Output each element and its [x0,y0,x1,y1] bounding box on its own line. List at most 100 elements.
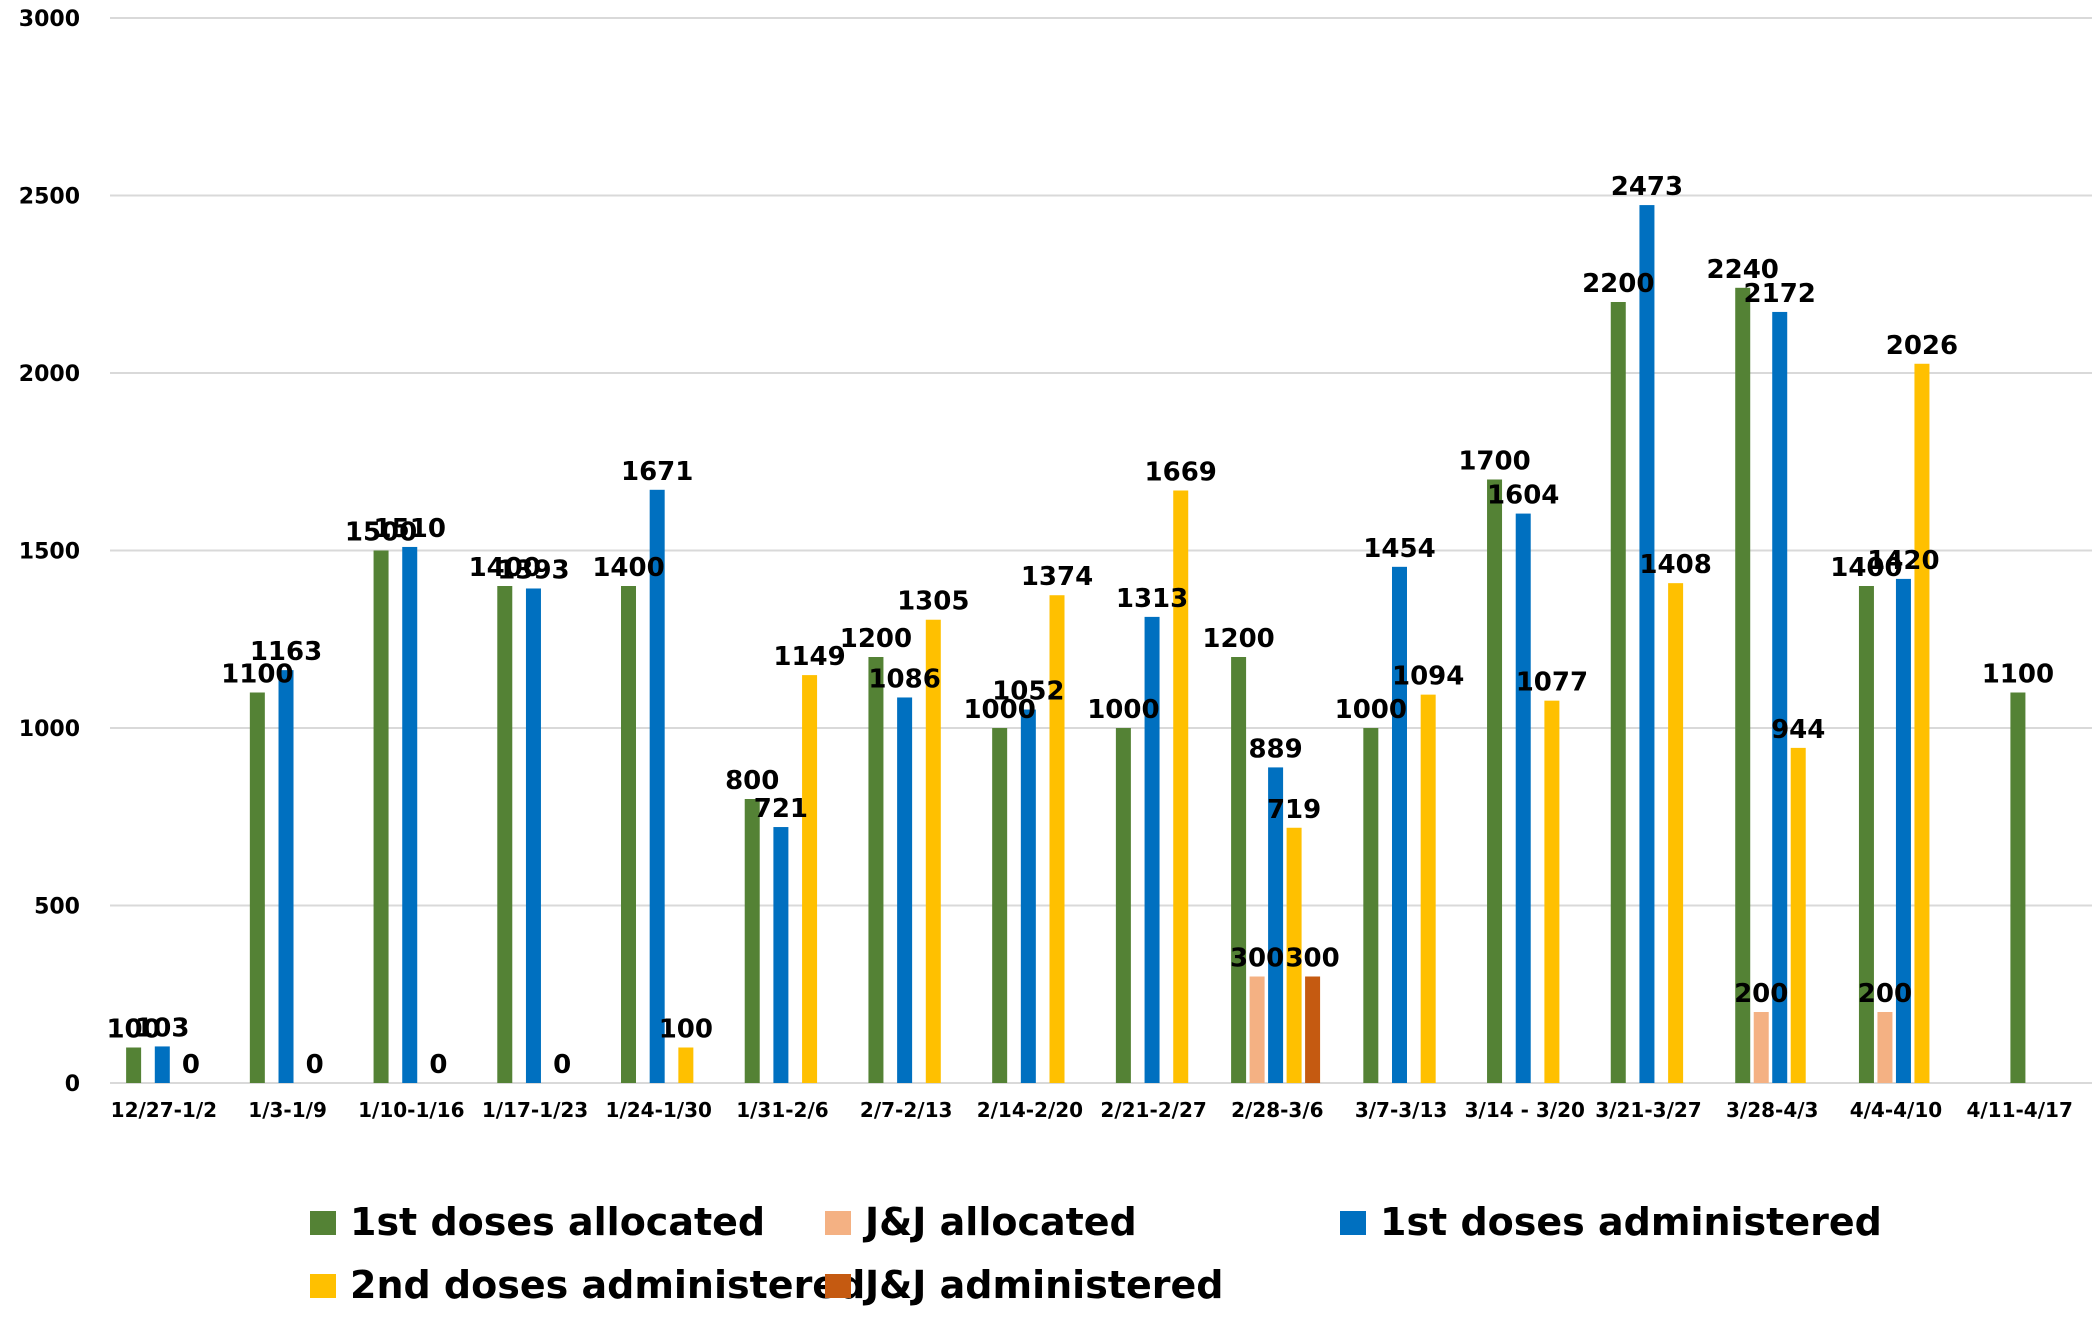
data-label-1st-doses-allocated: 2200 [1582,269,1654,299]
data-label-1st-doses-administered: 889 [1248,734,1302,764]
bar-j-j-allocated [1753,1012,1769,1083]
data-label-2nd-doses-administered: 1305 [897,587,969,617]
data-label-1st-doses-allocated: 1000 [963,695,1035,725]
legend-item-j-j-administered: J&J administered [825,1263,1223,1307]
legend-label: J&J allocated [862,1200,1137,1244]
bar-1st-doses-allocated [992,728,1008,1083]
bar-1st-doses-allocated [1487,479,1503,1083]
data-label-1st-doses-allocated: 1200 [1202,624,1274,654]
bar-1st-doses-allocated [1735,287,1751,1083]
bar-2nd-doses-administered [1790,747,1806,1083]
y-tick-label: 500 [34,895,80,920]
data-label-2nd-doses-administered: 0 [429,1050,447,1080]
data-label-1st-doses-administered: 1510 [374,514,446,544]
bar-2nd-doses-administered [1544,700,1560,1083]
legend-label: 2nd doses administered [350,1263,865,1307]
bar-2nd-doses-administered [802,675,818,1083]
bar-1st-doses-administered [1895,578,1911,1083]
data-label-1st-doses-administered: 1086 [868,664,940,694]
data-label-1st-doses-allocated: 1400 [469,553,541,583]
data-label-2nd-doses-administered: 0 [182,1050,200,1080]
legend-swatch [310,1211,336,1235]
legend-swatch [310,1274,336,1298]
x-tick-label: 1/31-2/6 [736,1098,829,1122]
data-label-1st-doses-administered: 1671 [621,457,693,487]
x-tick-label: 2/28-3/6 [1231,1098,1324,1122]
data-label-1st-doses-administered: 103 [135,1013,189,1043]
bar-1st-doses-administered [1772,311,1788,1083]
data-label-1st-doses-allocated: 1500 [345,518,417,548]
x-tick-label: 3/7-3/13 [1355,1098,1448,1122]
bar-1st-doses-administered [525,588,541,1083]
bar-2nd-doses-administered [1914,363,1930,1083]
bar-1st-doses-administered [1391,566,1407,1083]
bar-2nd-doses-administered [1668,583,1684,1083]
data-label-j-j-allocated: 200 [1858,979,1912,1009]
data-label-1st-doses-administered: 1163 [250,637,322,667]
data-labels: 1001030110011630150015100140013930140016… [106,172,2054,1080]
x-tick-label: 4/4-4/10 [1850,1098,1943,1122]
legend-swatch [825,1211,851,1235]
y-tick-label: 2500 [19,185,80,210]
y-tick-label: 0 [65,1072,80,1097]
y-axis: 0 500 1000 1500 2000 2500 3000 [19,7,80,1097]
bar-1st-doses-administered [1515,513,1531,1083]
data-label-1st-doses-administered: 2473 [1611,172,1683,202]
data-label-2nd-doses-administered: 1669 [1145,458,1217,488]
bar-1st-doses-administered [773,827,789,1083]
bar-1st-doses-allocated [497,586,513,1083]
data-label-1st-doses-administered: 1420 [1867,546,1939,576]
data-label-j-j-administered: 300 [1285,944,1339,974]
legend-label: 1st doses allocated [350,1200,765,1244]
data-label-1st-doses-administered: 1313 [1116,584,1188,614]
data-label-1st-doses-administered: 721 [754,794,808,824]
data-label-1st-doses-allocated: 1000 [1087,695,1159,725]
legend-item-1st-doses-administered: 1st doses administered [1340,1200,1882,1244]
y-tick-label: 3000 [19,7,80,32]
data-label-1st-doses-administered: 2172 [1744,279,1816,309]
bar-1st-doses-allocated [126,1047,142,1083]
bar-1st-doses-allocated [744,799,760,1083]
x-tick-label: 12/27-1/2 [111,1098,217,1122]
data-label-2nd-doses-administered: 2026 [1886,331,1958,361]
legend-label: 1st doses administered [1380,1200,1882,1244]
bar-1st-doses-allocated [249,692,265,1083]
data-label-1st-doses-allocated: 1400 [1830,553,1902,583]
bar-1st-doses-allocated [1231,657,1247,1083]
data-label-1st-doses-administered: 1604 [1487,481,1559,511]
bar-1st-doses-allocated [1858,586,1874,1083]
data-label-j-j-allocated: 200 [1734,979,1788,1009]
legend: 1st doses allocated J&J allocated 1st dose… [310,1200,1882,1307]
bar-1st-doses-administered [154,1046,170,1083]
x-tick-label: 3/14 - 3/20 [1465,1098,1585,1122]
legend-item-1st-doses-allocated: 1st doses allocated [310,1200,765,1244]
data-label-2nd-doses-administered: 0 [553,1050,571,1080]
bar-2nd-doses-administered [1173,490,1189,1083]
legend-item-2nd-doses-administered: 2nd doses administered [310,1263,865,1307]
x-tick-label: 2/14-2/20 [977,1098,1083,1122]
data-label-2nd-doses-administered: 1149 [773,642,845,672]
x-tick-label: 3/28-4/3 [1726,1098,1819,1122]
data-label-2nd-doses-administered: 1077 [1516,668,1588,698]
data-label-1st-doses-allocated: 2240 [1707,255,1779,285]
bar-2nd-doses-administered [1420,694,1436,1083]
x-tick-label: 1/24-1/30 [606,1098,712,1122]
data-label-2nd-doses-administered: 1374 [1021,562,1093,592]
bar-1st-doses-administered [278,670,294,1083]
bar-2nd-doses-administered [1049,595,1065,1083]
data-label-1st-doses-allocated: 1100 [1982,660,2054,690]
bar-j-j-allocated [1877,1012,1893,1083]
data-label-1st-doses-allocated: 1000 [1335,695,1407,725]
data-label-1st-doses-administered: 1052 [992,677,1064,707]
data-label-2nd-doses-administered: 719 [1267,795,1321,825]
x-tick-label: 1/3-1/9 [248,1098,327,1122]
bar-2nd-doses-administered [925,619,941,1083]
data-label-1st-doses-allocated: 1700 [1458,447,1530,477]
bar-1st-doses-administered [649,489,665,1083]
data-label-1st-doses-allocated: 1200 [840,624,912,654]
bar-1st-doses-administered [402,546,418,1083]
bar-1st-doses-allocated [1363,728,1379,1083]
legend-item-j-j-allocated: J&J allocated [825,1200,1137,1244]
data-label-2nd-doses-administered: 100 [659,1015,713,1045]
